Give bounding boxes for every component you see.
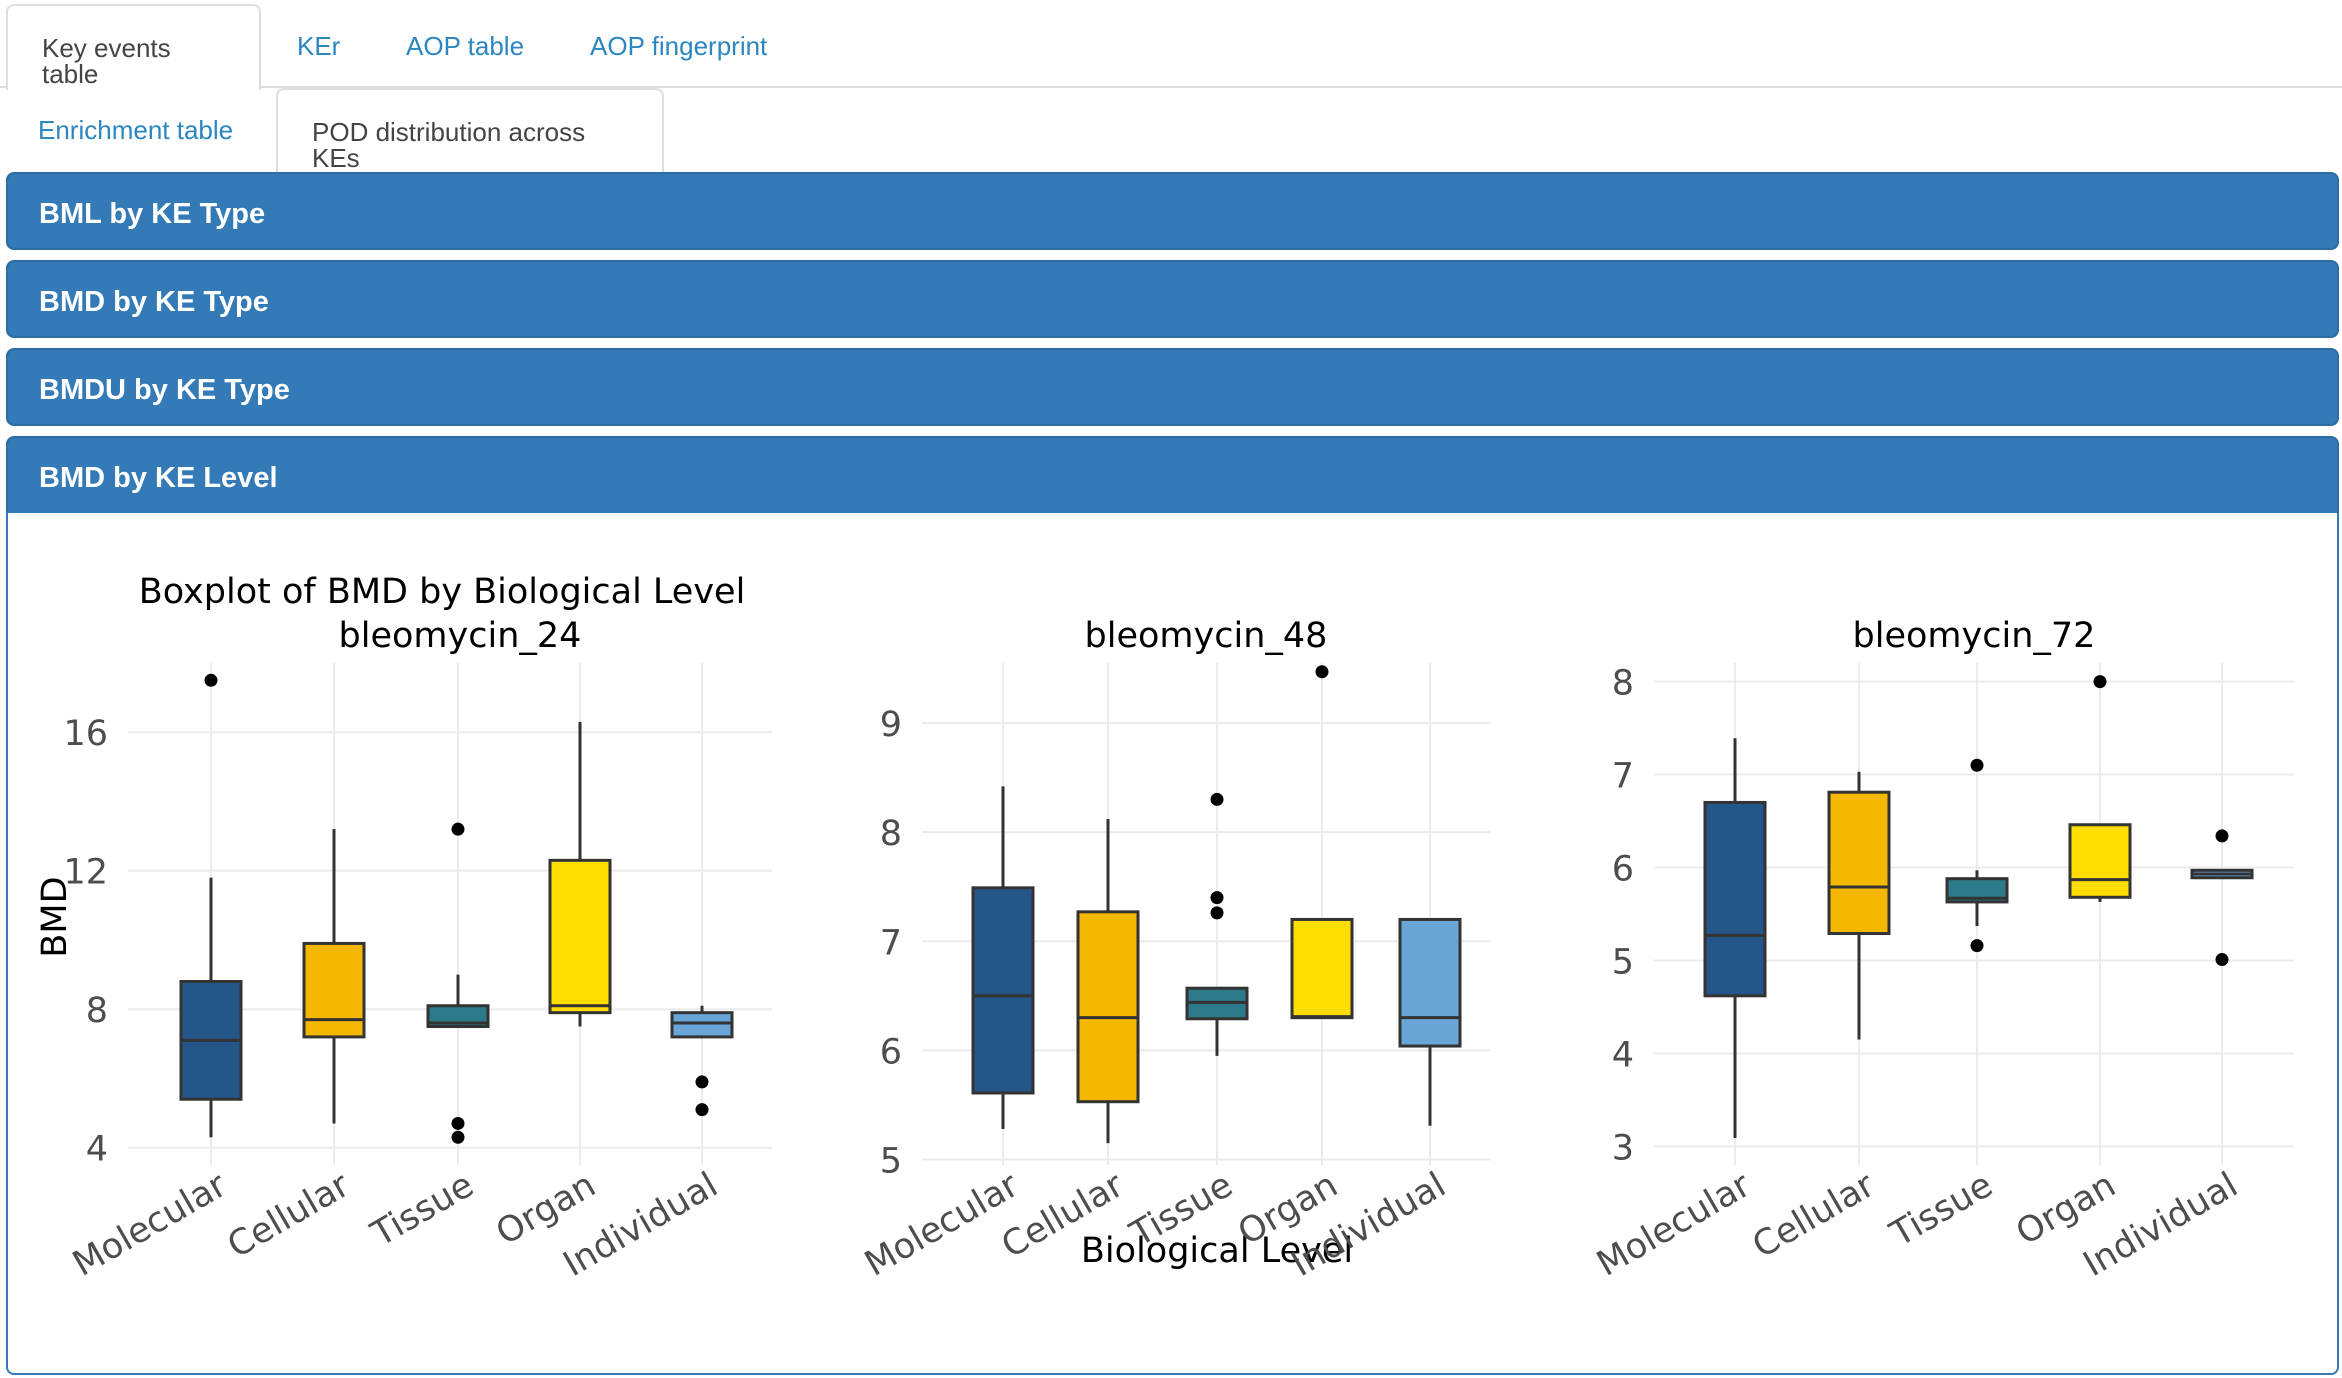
panel-body-bmd-by-ke-level [6,513,2339,1375]
x-tick-label: Molecular [1590,1165,1758,1285]
outlier-point [695,1075,709,1089]
outlier-point [2093,675,2107,689]
panel-title: BMD by KE Type [39,286,269,318]
box-organ [1290,917,1354,1020]
tab-label: AOP fingerprint [590,31,768,61]
panel-bmd-by-ke-level[interactable]: BMD by KE Level [6,436,2339,516]
tab-label: Enrichment table [38,115,234,145]
x-tick-label: Cellular [221,1165,357,1267]
y-tick-label: 4 [1612,1035,1634,1075]
panel-bmdu-by-ke-type[interactable]: BMDU by KE Type [6,348,2339,426]
y-tick-label: 16 [63,714,108,754]
y-axis-label: BMD [35,876,75,957]
tab-ker[interactable]: KEr [263,4,374,90]
panel-title: BMDU by KE Type [39,374,290,406]
panel-title: BML by KE Type [39,198,266,230]
outlier-point [451,1116,465,1130]
tab-key-events-table[interactable]: Key events table [6,4,261,90]
box-molecular [1703,800,1767,998]
outlier-point [695,1103,709,1117]
outlier-point [1210,792,1224,806]
box-cellular [1076,910,1140,1104]
x-tick-label: Cellular [1746,1165,1882,1267]
box-organ [548,858,612,1015]
tab-label: AOP table [406,31,525,61]
y-tick-label: 6 [880,1032,902,1072]
x-tick-label: Molecular [858,1165,1026,1285]
y-tick-label: 5 [880,1142,902,1182]
tab-aop-table[interactable]: AOP table [372,4,558,90]
tab-pod-distribution[interactable]: POD distribution across KEs [276,88,664,174]
box-individual [1398,917,1462,1048]
outlier-point [1970,758,1984,772]
box-organ [2068,823,2132,899]
x-tick-label: Tissue [364,1165,480,1255]
panel-bmd-by-ke-type[interactable]: BMD by KE Type [6,260,2339,338]
y-tick-label: 8 [1612,664,1634,704]
y-tick-label: 8 [880,814,902,854]
tab-label: KEr [297,31,341,61]
outlier-point [451,822,465,836]
outlier-point [1210,891,1224,905]
y-tick-label: 7 [880,923,902,963]
outlier-point [1315,665,1329,679]
panel-bml-by-ke-type[interactable]: BML by KE Type [6,172,2339,250]
y-tick-label: 7 [1612,757,1634,797]
y-tick-label: 6 [1612,850,1634,890]
box-tissue [1945,877,2009,904]
outlier-point [2215,953,2229,967]
tab-label: POD distribution across KEs [312,117,586,173]
box-cellular [1827,790,1891,936]
y-tick-label: 5 [1612,942,1634,982]
outlier-point [451,1130,465,1144]
y-tick-label: 9 [880,705,902,745]
facet-title: bleomycin_24 [339,616,582,656]
secondary-tab-bar: Enrichment table POD distribution across… [0,88,2342,174]
y-tick-label: 12 [63,853,108,893]
x-tick-label: Tissue [1883,1165,1999,1255]
outlier-point [204,673,218,687]
box-cellular [302,941,366,1039]
facet-title: bleomycin_72 [1853,616,2096,656]
tab-enrichment-table[interactable]: Enrichment table [4,88,267,174]
facet-title: bleomycin_48 [1085,616,1328,656]
y-tick-label: 4 [86,1130,108,1170]
box-individual [670,1011,734,1039]
outlier-point [1210,906,1224,920]
box-molecular [971,886,1035,1095]
outlier-point [1970,939,1984,953]
chart-title: Boxplot of BMD by Biological Level [139,572,746,612]
y-tick-label: 8 [86,991,108,1031]
box-tissue [426,1004,490,1029]
y-tick-label: 3 [1612,1128,1634,1168]
panel-title: BMD by KE Level [39,462,278,494]
x-tick-label: Molecular [66,1165,234,1285]
x-axis-label: Biological Level [1081,1231,1353,1271]
primary-tab-bar: Key events table KEr AOP table AOP finge… [0,0,2342,90]
tab-label: Key events table [42,33,171,89]
tab-aop-fingerprint[interactable]: AOP fingerprint [556,4,801,90]
outlier-point [2215,829,2229,843]
